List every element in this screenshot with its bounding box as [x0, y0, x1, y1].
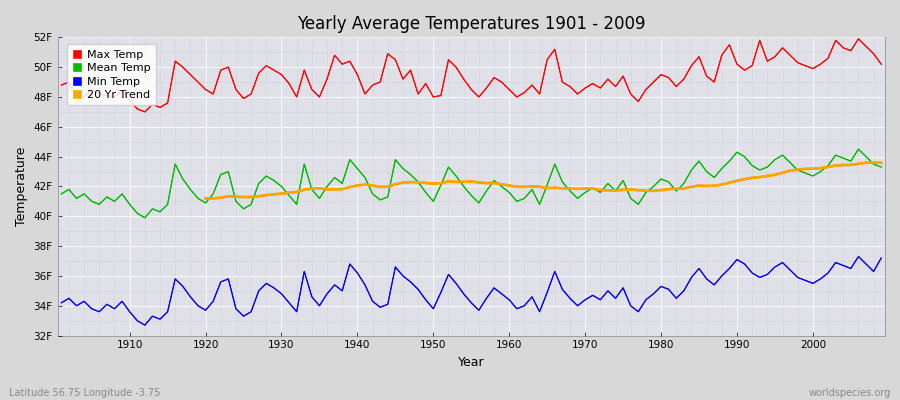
Legend: Max Temp, Mean Temp, Min Temp, 20 Yr Trend: Max Temp, Mean Temp, Min Temp, 20 Yr Tre…: [68, 44, 157, 106]
Title: Yearly Average Temperatures 1901 - 2009: Yearly Average Temperatures 1901 - 2009: [297, 15, 645, 33]
Text: Latitude 56.75 Longitude -3.75: Latitude 56.75 Longitude -3.75: [9, 388, 160, 398]
Text: worldspecies.org: worldspecies.org: [809, 388, 891, 398]
X-axis label: Year: Year: [458, 356, 484, 369]
Y-axis label: Temperature: Temperature: [15, 147, 28, 226]
